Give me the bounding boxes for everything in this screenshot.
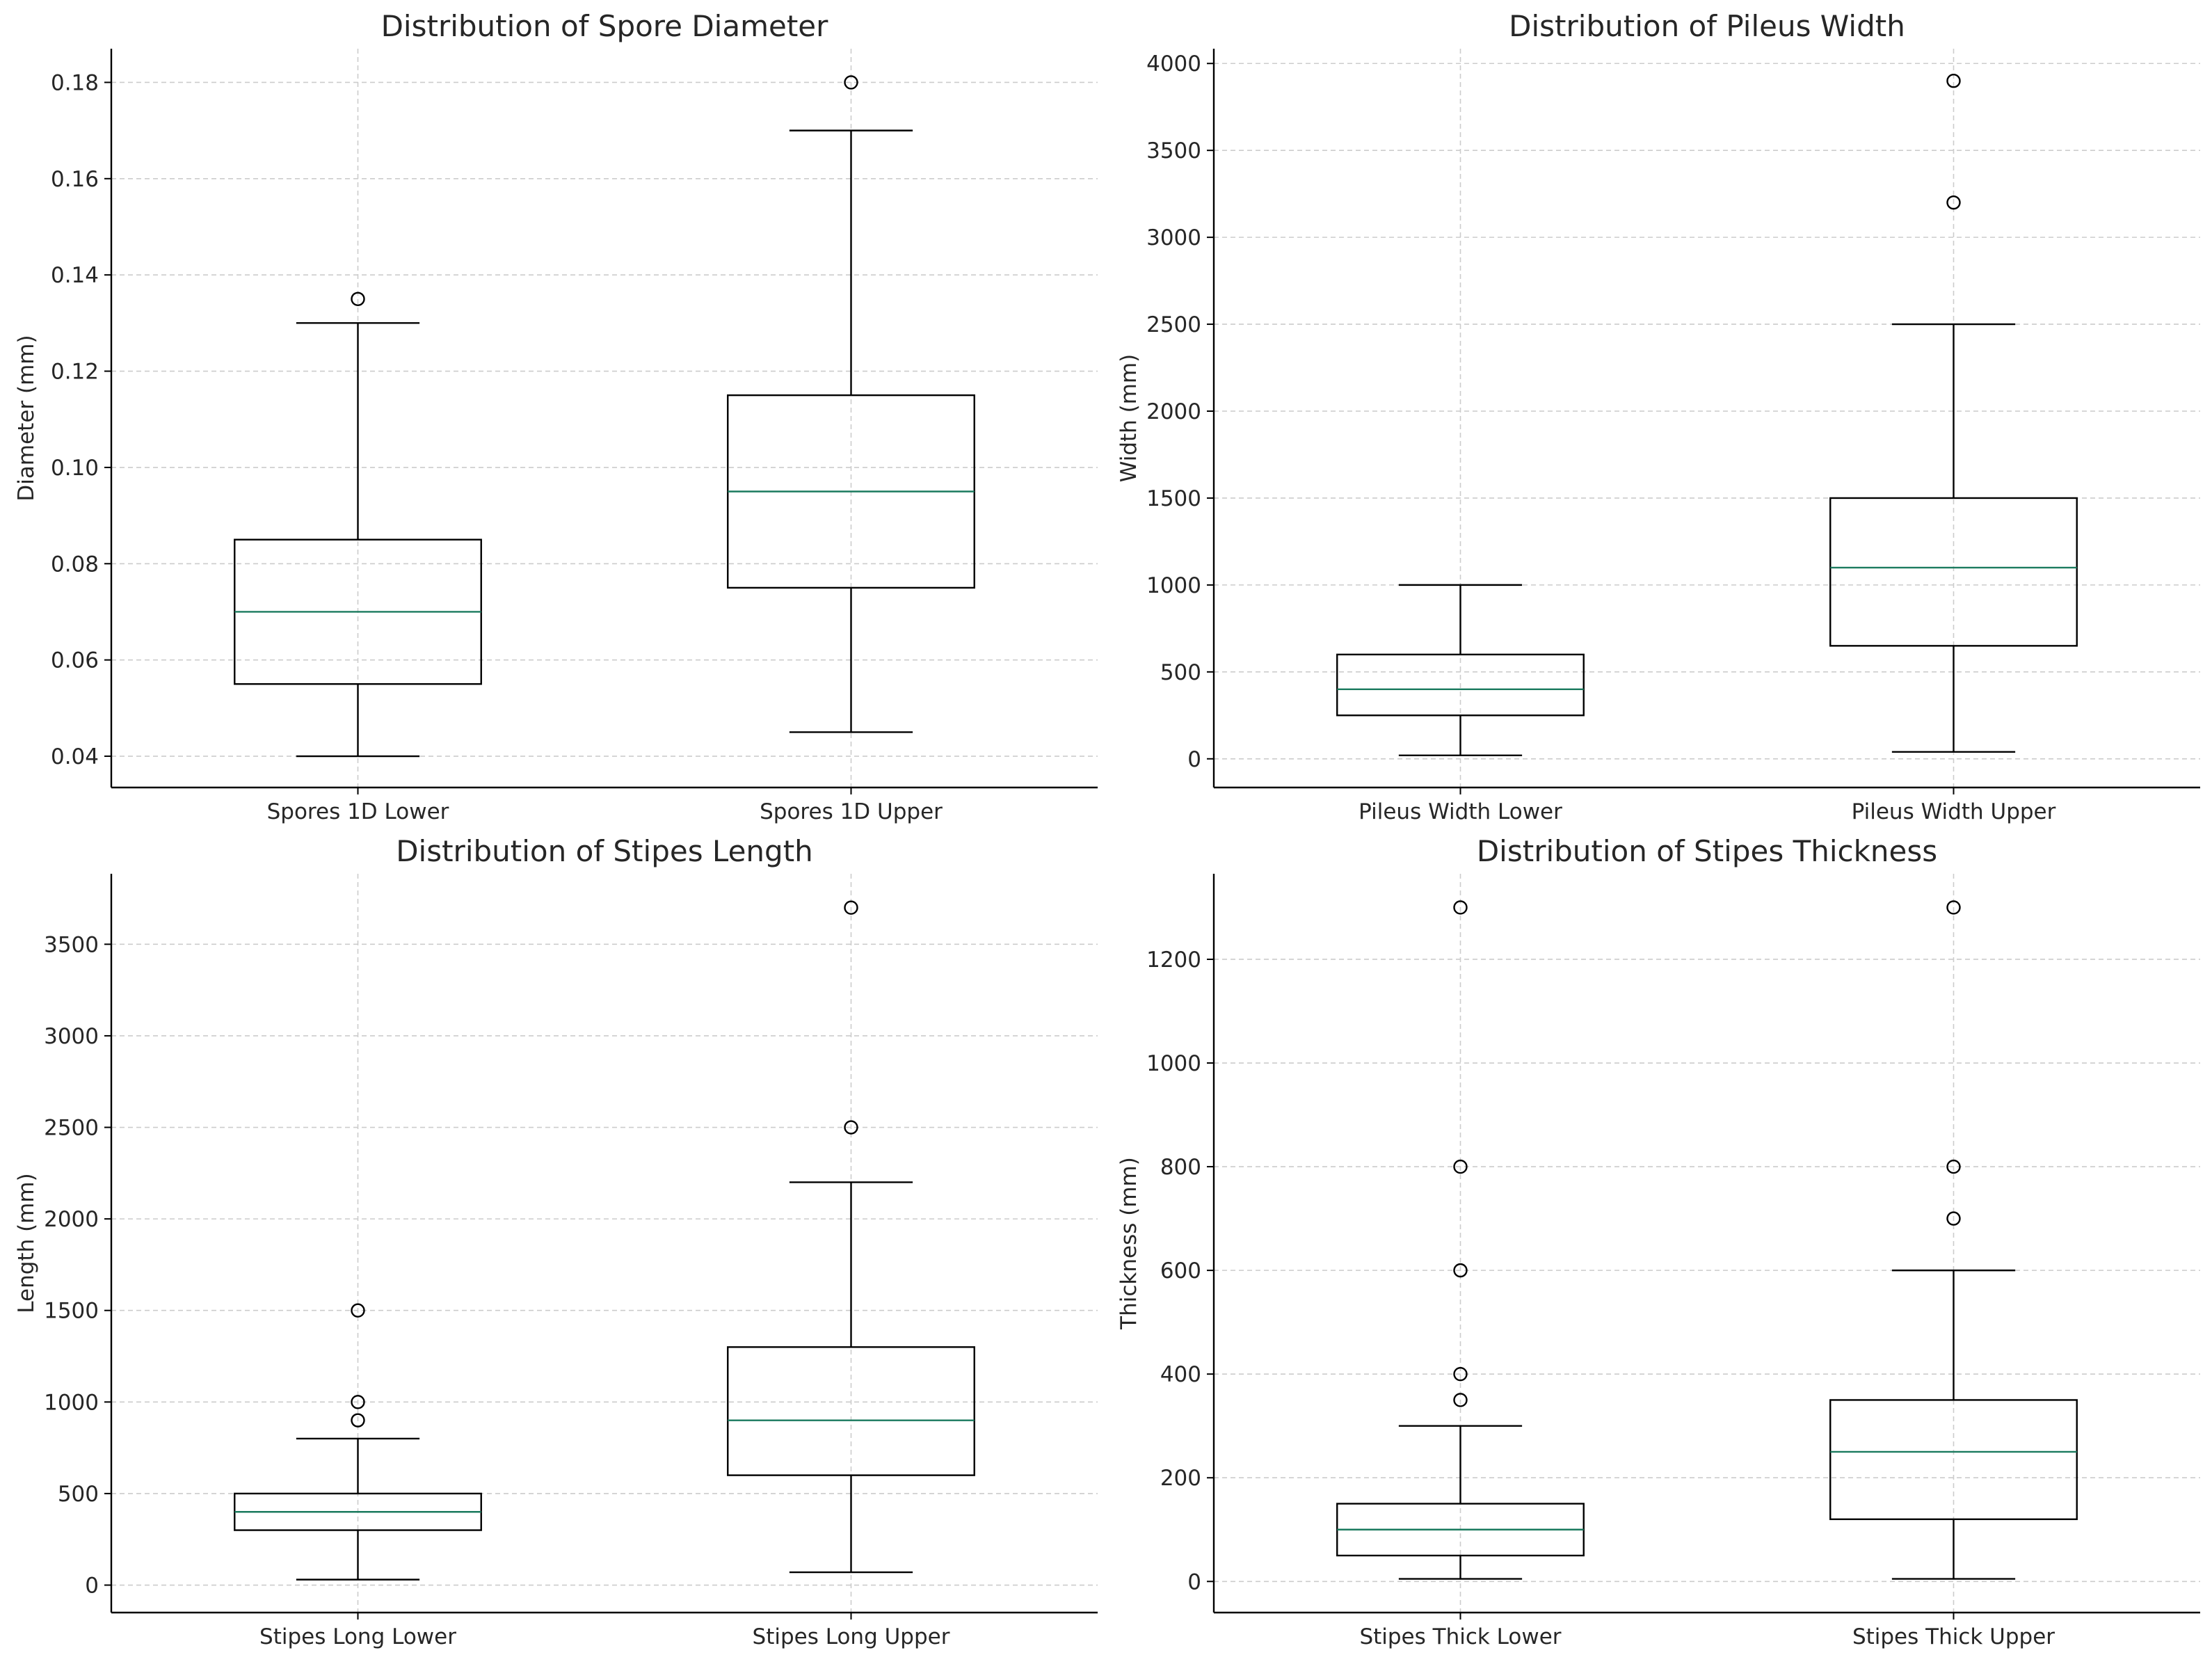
y-tick-label: 2000 xyxy=(44,1207,99,1232)
y-tick-label: 0.12 xyxy=(51,360,99,385)
outlier-point xyxy=(1946,1159,1961,1174)
x-tick-label: Stipes Long Lower xyxy=(259,1624,456,1649)
y-tick-label: 600 xyxy=(1160,1258,1201,1284)
y-axis-label: Thickness (mm) xyxy=(1116,1157,1141,1330)
y-tick-label: 800 xyxy=(1160,1155,1201,1180)
y-tick-label: 1000 xyxy=(1146,1051,1201,1076)
y-tick-label: 0 xyxy=(85,1574,99,1599)
x-tick-label: Stipes Thick Upper xyxy=(1852,1624,2055,1649)
outlier-point xyxy=(1453,1366,1468,1382)
y-axis-label: Diameter (mm) xyxy=(14,335,39,501)
y-tick-label: 0.06 xyxy=(51,648,99,673)
y-tick-label: 400 xyxy=(1160,1362,1201,1387)
x-tick-label: Spores 1D Upper xyxy=(760,799,943,824)
x-tick-label: Pileus Width Upper xyxy=(1852,799,2056,824)
x-tick-label: Spores 1D Lower xyxy=(267,799,449,824)
outlier-point xyxy=(1946,195,1961,210)
y-tick-label: 3000 xyxy=(1146,225,1201,250)
outlier-point xyxy=(1453,900,1468,915)
y-tick-label: 2500 xyxy=(44,1116,99,1141)
y-tick-label: 0.18 xyxy=(51,70,99,95)
outlier-point xyxy=(351,291,365,306)
outlier-point xyxy=(1453,1393,1468,1407)
y-tick-label: 2500 xyxy=(1146,312,1201,337)
x-tick-label: Pileus Width Lower xyxy=(1359,799,1562,824)
y-tick-label: 500 xyxy=(1160,660,1201,685)
y-tick-label: 1500 xyxy=(1146,486,1201,511)
y-tick-label: 3500 xyxy=(44,932,99,957)
outlier-point xyxy=(844,1120,858,1135)
y-axis-label: Length (mm) xyxy=(14,1173,39,1313)
y-tick-label: 2000 xyxy=(1146,399,1201,424)
outlier-point xyxy=(351,1395,365,1409)
y-tick-label: 4000 xyxy=(1146,51,1201,77)
outlier-point xyxy=(1453,1263,1468,1278)
y-tick-label: 3000 xyxy=(44,1024,99,1049)
outlier-point xyxy=(844,900,858,915)
box-iqr xyxy=(727,1346,975,1476)
y-tick-label: 1000 xyxy=(1146,573,1201,598)
box-iqr xyxy=(1336,653,1585,717)
outlier-point xyxy=(351,1303,365,1318)
y-tick-label: 0.04 xyxy=(51,744,99,769)
chart-title: Distribution of Pileus Width xyxy=(1509,9,1905,43)
y-tick-label: 3500 xyxy=(1146,138,1201,163)
outlier-point xyxy=(844,75,858,90)
y-tick-label: 1500 xyxy=(44,1299,99,1324)
y-tick-label: 1200 xyxy=(1146,948,1201,973)
box-iqr xyxy=(1829,497,2078,647)
y-tick-label: 0 xyxy=(1187,1569,1201,1594)
x-tick-label: Stipes Long Upper xyxy=(753,1624,950,1649)
y-tick-label: 0.14 xyxy=(51,263,99,288)
chart-title: Distribution of Stipes Thickness xyxy=(1477,834,1937,868)
y-tick-label: 0 xyxy=(1187,747,1201,772)
box-iqr xyxy=(1829,1399,2078,1521)
chart-title: Distribution of Stipes Length xyxy=(396,834,813,868)
outlier-point xyxy=(1946,1211,1961,1226)
y-tick-label: 0.16 xyxy=(51,167,99,192)
y-tick-label: 1000 xyxy=(44,1390,99,1415)
y-tick-label: 0.10 xyxy=(51,456,99,481)
y-tick-label: 500 xyxy=(58,1482,99,1507)
y-tick-label: 200 xyxy=(1160,1466,1201,1491)
y-axis-label: Width (mm) xyxy=(1116,354,1141,483)
x-tick-label: Stipes Thick Lower xyxy=(1359,1624,1561,1649)
outlier-point xyxy=(1946,74,1961,88)
outlier-point xyxy=(351,1413,365,1428)
outlier-point xyxy=(1946,900,1961,915)
y-tick-label: 0.08 xyxy=(51,552,99,577)
outlier-point xyxy=(1453,1159,1468,1174)
chart-title: Distribution of Spore Diameter xyxy=(381,9,829,43)
